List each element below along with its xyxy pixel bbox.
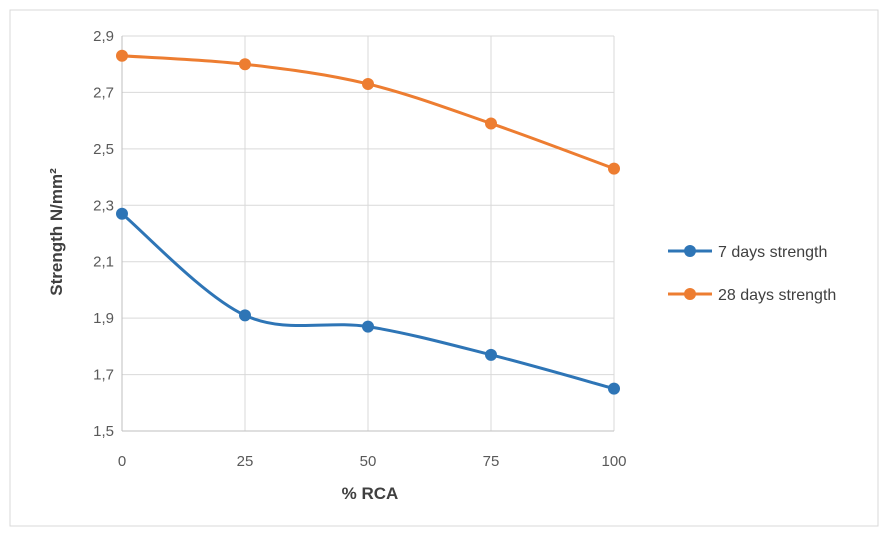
legend: 7 days strength 28 days strength <box>668 244 836 304</box>
data-point <box>362 77 374 90</box>
data-point <box>608 162 620 175</box>
y-axis-title: Strength N/mm² <box>47 168 66 296</box>
x-tick-labels: 0 25 50 75 100 <box>118 453 627 470</box>
x-tick-label: 0 <box>118 453 126 470</box>
legend-swatch-marker <box>684 288 696 300</box>
legend-swatch-marker <box>684 245 696 257</box>
data-point <box>362 320 374 333</box>
data-point <box>116 49 128 62</box>
series-points <box>116 49 620 395</box>
x-tick-label: 25 <box>237 453 254 470</box>
data-point <box>116 207 128 220</box>
chart-border <box>9 9 879 527</box>
y-tick-label: 2,1 <box>93 254 114 271</box>
data-point <box>239 58 251 71</box>
y-tick-label: 2,9 <box>93 28 114 45</box>
y-tick-label: 2,3 <box>93 197 114 214</box>
y-tick-label: 1,9 <box>93 310 114 327</box>
x-tick-label: 75 <box>483 453 500 470</box>
data-point <box>608 382 620 395</box>
x-tick-label: 50 <box>360 453 377 470</box>
x-axis-title: % RCA <box>342 484 399 503</box>
y-tick-label: 1,7 <box>93 367 114 384</box>
legend-label: 28 days strength <box>718 287 836 304</box>
y-tick-label: 2,7 <box>93 84 114 101</box>
x-tick-label: 100 <box>601 453 626 470</box>
y-tick-labels: 1,5 1,7 1,9 2,1 2,3 2,5 2,7 2,9 <box>93 28 114 440</box>
data-point <box>485 348 497 361</box>
data-point <box>485 117 497 130</box>
data-point <box>239 309 251 322</box>
grid-lines <box>121 35 615 432</box>
y-tick-label: 2,5 <box>93 141 114 158</box>
y-tick-label: 1,5 <box>93 423 114 440</box>
legend-label: 7 days strength <box>718 244 827 261</box>
